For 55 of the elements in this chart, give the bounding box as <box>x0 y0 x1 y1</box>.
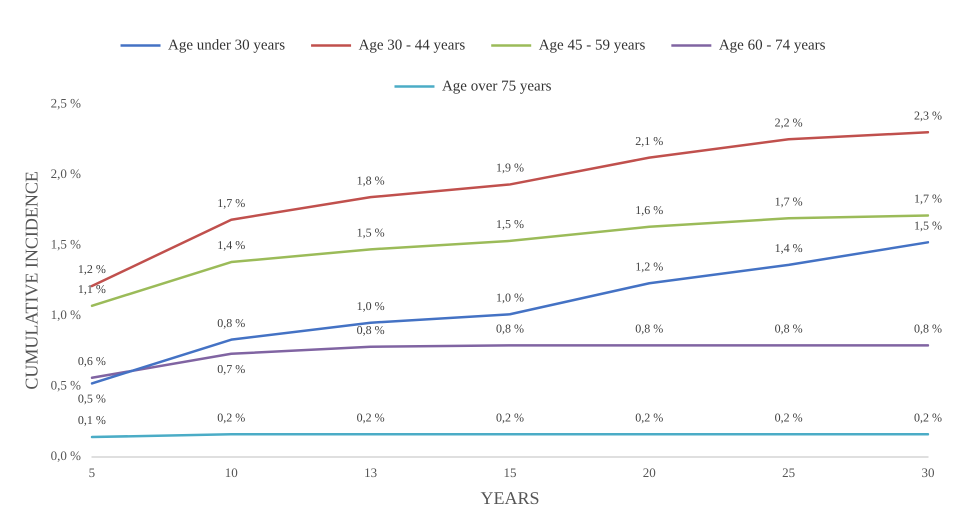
x-axis-title: YEARS <box>480 488 540 508</box>
x-tick-label: 13 <box>364 465 378 480</box>
data-label: 0,8 % <box>914 321 942 336</box>
legend-label: Age 45 - 59 years <box>538 37 646 54</box>
data-label: 0,1 % <box>78 413 106 428</box>
y-tick-label: 0,0 % <box>50 448 82 464</box>
data-label: 1,5 % <box>914 218 942 232</box>
x-tick-label: 30 <box>922 465 934 480</box>
data-label: 1,0 % <box>496 290 524 304</box>
data-label: 1,5 % <box>496 217 524 232</box>
y-tick-label: 0,5 % <box>50 378 82 393</box>
x-tick-label: 20 <box>642 465 656 480</box>
x-tick-label: 5 <box>88 465 96 480</box>
data-label: 0,2 % <box>635 410 664 424</box>
data-label: 1,7 % <box>774 194 803 208</box>
x-tick-label: 25 <box>782 465 796 480</box>
data-label: 0,2 % <box>496 410 524 424</box>
data-label: 1,6 % <box>635 202 664 217</box>
data-label: 2,2 % <box>774 115 803 130</box>
y-tick-label: 1,5 % <box>50 236 82 252</box>
data-label: 0,5 % <box>78 392 106 406</box>
data-label: 1,4 % <box>774 241 803 256</box>
data-label: 0,2 % <box>914 410 942 424</box>
data-label: 1,1 % <box>78 282 106 296</box>
data-label: 0,8 % <box>217 316 246 330</box>
data-label: 0,8 % <box>635 321 664 336</box>
data-label: 1,4 % <box>217 238 246 252</box>
legend-label: Age over 75 years <box>442 78 552 94</box>
data-label: 0,2 % <box>217 410 246 424</box>
data-label: 0,8 % <box>496 321 524 336</box>
data-label: 0,6 % <box>78 354 106 368</box>
legend-label: Age under 30 years <box>168 37 286 54</box>
data-label: 1,5 % <box>356 226 385 240</box>
data-label: 1,9 % <box>496 160 524 175</box>
data-label: 2,3 % <box>914 108 942 122</box>
x-tick-label: 15 <box>503 465 516 480</box>
data-label: 1,2 % <box>635 259 664 274</box>
data-label: 1,7 % <box>914 192 942 206</box>
data-label: 0,2 % <box>356 410 385 424</box>
data-label: 0,8 % <box>774 321 803 336</box>
data-label: 0,8 % <box>356 322 385 337</box>
data-label: 1,0 % <box>356 298 385 313</box>
legend-label: Age 30 - 44 years <box>358 37 466 54</box>
y-tick-label: 2,0 % <box>50 166 82 181</box>
legend-label: Age 60 - 74 years <box>718 37 826 54</box>
y-tick-label: 1,0 % <box>50 307 82 322</box>
data-label: 1,8 % <box>356 173 385 188</box>
data-label: 0,7 % <box>217 362 246 376</box>
y-tick-label: 2,5 % <box>50 95 82 110</box>
data-label: 2,1 % <box>635 134 664 148</box>
data-label: 0,2 % <box>774 410 803 424</box>
x-tick-label: 10 <box>224 465 238 480</box>
data-label: 1,7 % <box>217 196 246 210</box>
data-label: 1,2 % <box>78 262 106 276</box>
y-axis-title: CUMULATIVE INCIDENCE <box>22 171 42 390</box>
